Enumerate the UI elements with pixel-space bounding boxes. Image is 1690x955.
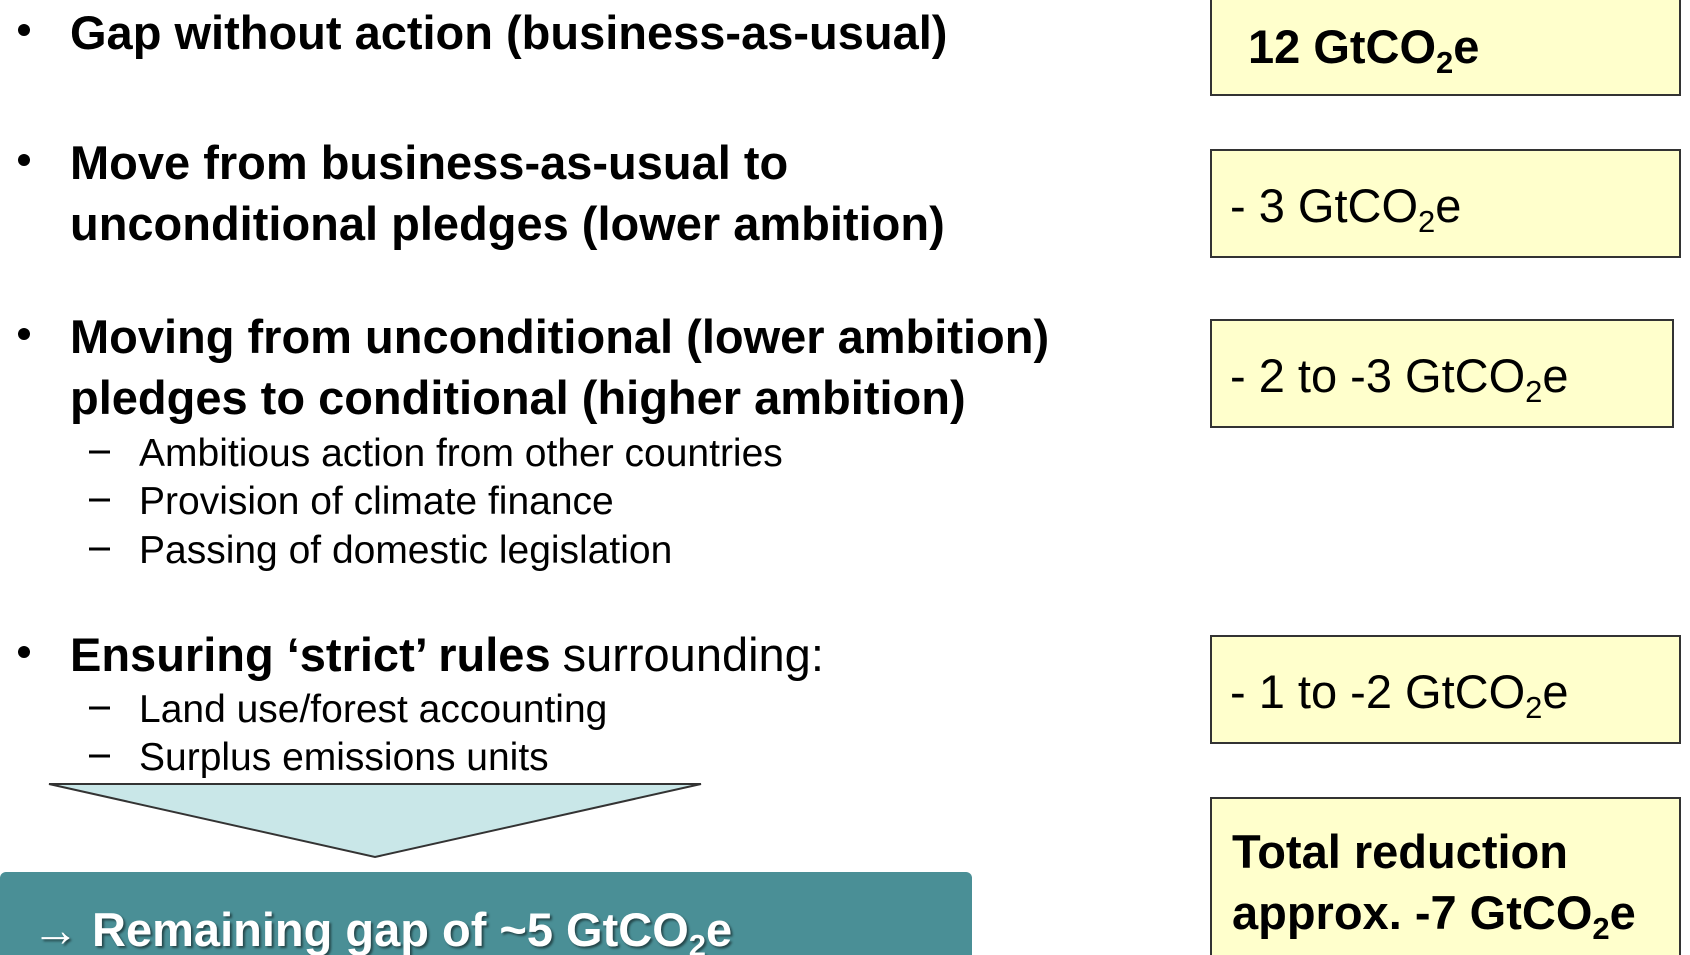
bullet-text: unconditional pledges (lower ambition) bbox=[70, 197, 945, 250]
result-text: → Remaining gap of ~5 GtCO2e bbox=[32, 903, 732, 955]
sub-item: Passing of domestic legislation bbox=[139, 529, 672, 572]
text: e bbox=[1542, 665, 1568, 718]
text: approx. -7 GtCO bbox=[1232, 886, 1592, 939]
box-text: - 1 to -2 GtCO2e bbox=[1230, 665, 1569, 725]
result-bar bbox=[0, 872, 972, 955]
bullet bbox=[18, 646, 30, 658]
sub-item: Land use/forest accounting bbox=[139, 688, 607, 731]
total-text: approx. -7 GtCO2e bbox=[1232, 886, 1636, 946]
subscript: 2 bbox=[1592, 911, 1609, 946]
box-text: - 2 to -3 GtCO2e bbox=[1230, 349, 1569, 409]
text: → Remaining gap of ~5 GtCO bbox=[32, 903, 689, 955]
box-text: 12 GtCO2e bbox=[1248, 20, 1479, 80]
subscript: 2 bbox=[1525, 690, 1542, 725]
value-box bbox=[1210, 635, 1681, 744]
sub-item: Provision of climate finance bbox=[139, 480, 614, 523]
value-box bbox=[1210, 149, 1681, 258]
text: e bbox=[706, 903, 732, 955]
text: e bbox=[1542, 349, 1568, 402]
text: e bbox=[1453, 20, 1479, 73]
text: e bbox=[1435, 179, 1461, 232]
text: - 3 GtCO bbox=[1230, 179, 1418, 232]
text: - 1 to -2 GtCO bbox=[1230, 665, 1525, 718]
bullet bbox=[18, 328, 30, 340]
subscript: 2 bbox=[1436, 45, 1453, 80]
text: e bbox=[1610, 886, 1636, 939]
bullet-text: Moving from unconditional (lower ambitio… bbox=[70, 310, 1049, 363]
box-text: - 3 GtCO2e bbox=[1230, 179, 1461, 239]
sub-item: Surplus emissions units bbox=[139, 736, 549, 779]
total-box bbox=[1210, 797, 1681, 955]
bullet-text: Gap without action (business-as-usual) bbox=[70, 6, 947, 59]
value-box bbox=[1210, 319, 1674, 428]
subscript: 2 bbox=[1418, 204, 1435, 239]
bullet bbox=[18, 24, 30, 36]
bold-text: Ensuring ‘strict’ rules bbox=[70, 628, 551, 681]
subscript: 2 bbox=[689, 928, 706, 955]
value-box bbox=[1210, 0, 1681, 96]
bullet bbox=[18, 154, 30, 166]
text: 12 GtCO bbox=[1248, 20, 1436, 73]
subscript: 2 bbox=[1525, 374, 1542, 409]
down-arrow bbox=[48, 783, 702, 859]
text: surrounding: bbox=[563, 628, 824, 681]
total-text: Total reduction bbox=[1232, 825, 1568, 878]
sub-item: Ambitious action from other countries bbox=[139, 432, 783, 475]
bullet-text: Ensuring ‘strict’ rules surrounding: bbox=[70, 628, 824, 681]
bullet-text: pledges to conditional (higher ambition) bbox=[70, 371, 966, 424]
bullet-text: Move from business-as-usual to bbox=[70, 136, 788, 189]
text: - 2 to -3 GtCO bbox=[1230, 349, 1525, 402]
